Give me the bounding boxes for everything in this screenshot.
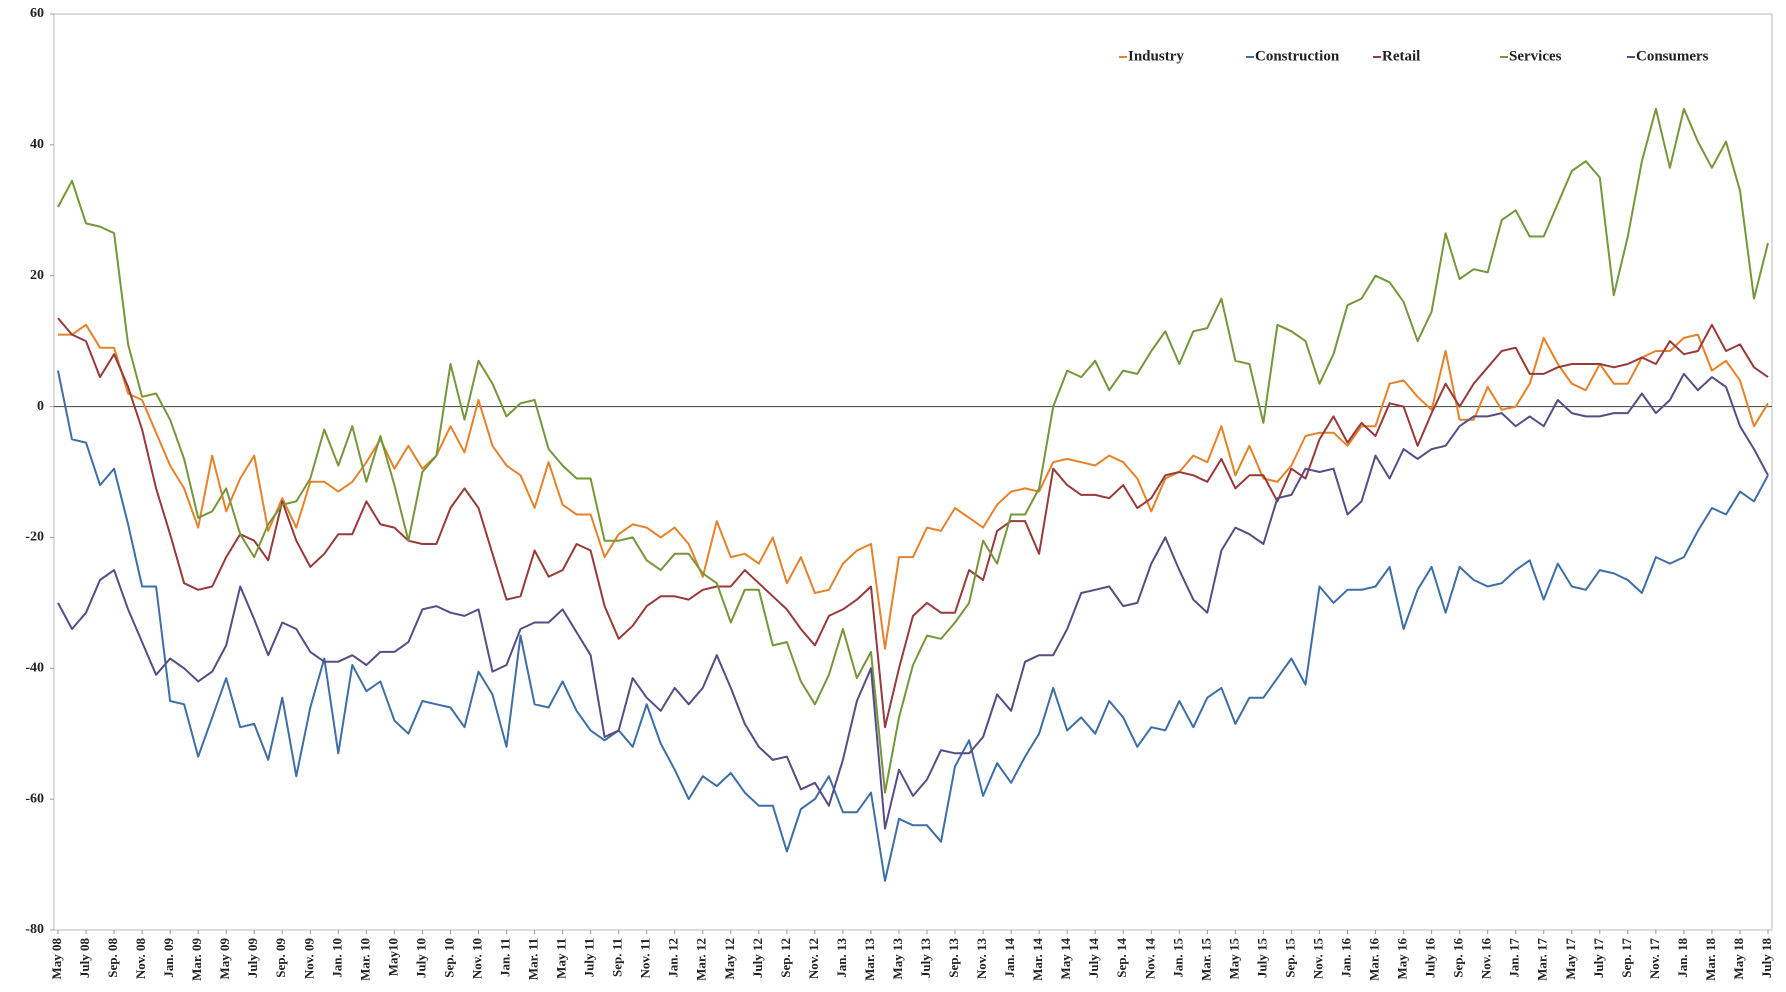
x-tick-label: Jan. 18 [1675, 938, 1690, 978]
x-tick-label: Sep. 08 [105, 938, 120, 978]
x-tick-label: July 17 [1591, 938, 1606, 979]
x-tick-label: July 12 [750, 938, 765, 978]
x-tick-label: Sep. 12 [778, 938, 793, 978]
x-tick-label: Mar. 09 [189, 938, 204, 981]
x-tick-label: Nov. 11 [638, 938, 653, 978]
x-tick-label: July 15 [1254, 938, 1269, 979]
x-tick-label: May 13 [890, 938, 905, 980]
series-line [57, 107, 1769, 794]
x-tick-label: May 14 [1058, 938, 1073, 980]
x-tick-label: Mar. 13 [862, 938, 877, 981]
legend-label: Industry [1128, 48, 1184, 64]
legend-label: Consumers [1636, 48, 1709, 64]
x-tick-label: May10 [385, 938, 400, 976]
x-tick-label: July 14 [1086, 938, 1101, 979]
x-tick-label: Nov. 10 [469, 938, 484, 979]
x-tick-label: Mar. 10 [357, 938, 372, 981]
x-tick-label: July 11 [582, 938, 597, 977]
y-tick-label: 60 [30, 6, 44, 21]
x-tick-label: Jan. 13 [834, 938, 849, 978]
x-tick-label: Nov. 12 [806, 938, 821, 979]
x-tick-label: Jan. 17 [1507, 938, 1522, 978]
x-tick-label: Jan. 16 [1338, 938, 1353, 978]
x-tick-label: Mar. 16 [1367, 938, 1382, 981]
y-tick-label: 20 [30, 268, 44, 283]
x-tick-label: July 08 [77, 938, 92, 979]
x-tick-label: Sep. 11 [610, 938, 625, 977]
x-tick-label: May 16 [1395, 938, 1410, 980]
x-tick-label: Jan. 12 [666, 938, 681, 978]
y-tick-label: -60 [25, 791, 44, 806]
x-tick-label: Nov. 08 [133, 938, 148, 980]
legend-label: Construction [1255, 48, 1340, 64]
x-tick-label: Nov. 14 [1142, 938, 1157, 980]
x-tick-label: Sep. 10 [441, 938, 456, 978]
x-tick-label: May 15 [1226, 938, 1241, 980]
series-line [57, 370, 1769, 882]
legend-label: Retail [1382, 48, 1420, 64]
x-tick-label: July 09 [245, 938, 260, 979]
x-tick-label: Sep. 13 [946, 938, 961, 978]
x-tick-label: May 11 [554, 938, 569, 979]
x-tick-label: May 12 [722, 938, 737, 980]
x-tick-label: Sep. 17 [1619, 938, 1634, 978]
x-tick-label: Jan. 15 [1170, 938, 1185, 978]
x-tick-label: Sep. 16 [1451, 938, 1466, 978]
x-tick-label: July 13 [918, 938, 933, 979]
series-line [57, 372, 1769, 830]
x-tick-label: Jan. 14 [1002, 938, 1017, 978]
x-tick-label: Sep. 15 [1282, 938, 1297, 978]
x-tick-label: Nov. 13 [974, 938, 989, 980]
x-tick-label: Nov. 09 [301, 938, 316, 980]
x-tick-label: May 08 [49, 938, 64, 980]
x-tick-label: July 16 [1423, 938, 1438, 979]
x-tick-label: July 10 [413, 938, 428, 978]
x-tick-label: Jan. 11 [498, 938, 513, 977]
y-tick-label: -80 [25, 922, 44, 937]
x-tick-label: Jan. 10 [329, 938, 344, 978]
x-tick-label: May 18 [1731, 938, 1746, 980]
series-line [58, 323, 1769, 650]
y-tick-label: -20 [25, 530, 44, 545]
series-line [57, 317, 1769, 729]
y-tick-label: 0 [37, 399, 44, 414]
x-tick-label: Sep. 14 [1114, 938, 1129, 978]
x-tick-label: May 09 [217, 938, 232, 980]
y-tick-label: 40 [30, 137, 44, 152]
x-tick-label: July 18 [1759, 938, 1774, 979]
x-tick-label: Mar. 15 [1198, 938, 1213, 981]
x-tick-label: Nov. 15 [1310, 938, 1325, 980]
x-tick-label: Mar. 14 [1030, 938, 1045, 981]
x-tick-label: Nov. 17 [1647, 938, 1662, 980]
y-tick-label: -40 [25, 661, 44, 676]
legend-label: Services [1509, 48, 1562, 64]
x-tick-label: Mar. 18 [1703, 938, 1718, 981]
plot-frame [53, 13, 1773, 931]
x-tick-label: Sep. 09 [273, 938, 288, 978]
x-tick-label: Mar. 17 [1535, 938, 1550, 981]
x-tick-label: Nov. 16 [1479, 938, 1494, 980]
x-tick-label: Jan. 09 [161, 938, 176, 978]
x-tick-label: Mar. 11 [526, 938, 541, 980]
x-tick-label: May 17 [1563, 938, 1578, 980]
x-tick-label: Mar. 12 [694, 938, 709, 981]
